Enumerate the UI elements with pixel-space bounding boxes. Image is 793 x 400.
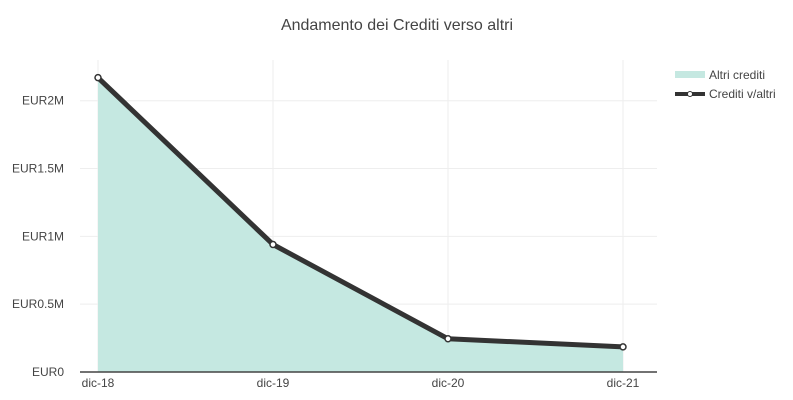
y-tick-label: EUR1M <box>22 229 64 243</box>
x-tick-label: dic-18 <box>82 376 115 390</box>
y-tick-label: EUR2M <box>22 94 64 108</box>
x-tick-label: dic-19 <box>257 376 290 390</box>
legend-label-altri-crediti: Altri crediti <box>709 68 765 82</box>
area-series <box>98 77 623 373</box>
chart-title: Andamento dei Crediti verso altri <box>281 17 513 34</box>
line-series <box>94 73 627 351</box>
legend-marker-crediti-v-altri <box>687 91 693 97</box>
legend-label-crediti-v-altri: Crediti v/altri <box>709 87 776 101</box>
area-fill-altri-crediti <box>98 77 623 373</box>
y-tick-label: EUR1.5M <box>12 162 64 176</box>
x-tick-label: dic-21 <box>607 376 640 390</box>
data-point[interactable] <box>269 240 277 249</box>
y-tick-label: EUR0 <box>32 365 64 379</box>
legend-swatch-altri-crediti <box>675 71 705 78</box>
legend[interactable]: Altri crediti Crediti v/altri <box>675 68 776 101</box>
x-axis: dic-18 dic-19 dic-20 dic-21 <box>80 371 657 390</box>
x-tick-label: dic-20 <box>432 376 465 390</box>
data-point[interactable] <box>619 343 627 351</box>
data-point[interactable] <box>444 335 452 343</box>
y-axis: EUR0 EUR0.5M EUR1M EUR1.5M EUR2M <box>12 94 64 379</box>
line-crediti-v-altri <box>96 75 624 350</box>
data-point[interactable] <box>94 73 102 82</box>
y-tick-label: EUR0.5M <box>12 297 64 311</box>
